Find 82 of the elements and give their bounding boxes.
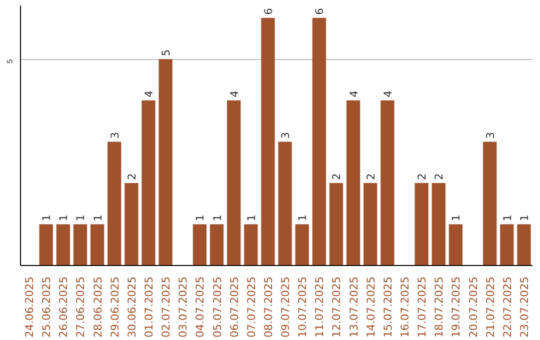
bar [192,224,207,266]
x-tick-label: 06.07.2025 [228,276,241,338]
x-tick-label: 09.07.2025 [279,276,292,338]
data-label: 6 [262,8,275,15]
data-label: 5 [160,49,173,56]
x-tick-label: 08.07.2025 [262,276,275,338]
bar [278,142,292,266]
bar [380,100,394,266]
data-label: 1 [210,214,224,222]
x-tick-label: 02.07.2025 [160,276,173,338]
bar [210,224,224,266]
bar [261,18,275,266]
bar [517,224,531,266]
x-tick-label: 01.07.2025 [142,276,156,338]
data-label: 4 [381,90,394,98]
x-tick-label: 20.07.2025 [466,276,480,338]
x-tick-label: 23.07.2025 [518,276,531,338]
data-label: 1 [40,214,54,222]
bar [329,182,344,266]
bar [244,224,258,266]
x-tick-label: 28.06.2025 [91,276,104,338]
data-label: 2 [416,173,429,180]
bar [227,100,241,266]
x-tick-label: 29.06.2025 [108,276,122,338]
bar [39,224,53,266]
x-tick-label: 19.07.2025 [450,276,463,338]
x-tick-label: 21.07.2025 [484,276,497,338]
data-label: 1 [500,214,514,222]
bar [312,18,326,266]
bar [500,224,514,266]
data-label: 1 [518,214,531,222]
x-tick-label: 04.07.2025 [194,276,207,338]
x-tick-label: 11.07.2025 [313,276,326,338]
bar [108,142,122,266]
x-tick-label: 16.07.2025 [398,276,412,338]
data-label: 4 [347,90,360,98]
bar [295,224,309,266]
data-label: 1 [57,214,70,222]
bar [90,224,104,266]
data-label: 1 [244,214,258,222]
bar [483,142,497,266]
bar [364,182,378,266]
x-tick-label: 25.06.2025 [40,276,54,338]
bar [414,182,428,266]
data-label: 2 [125,173,138,180]
x-tick-label: 30.06.2025 [125,276,138,338]
data-label: 3 [484,132,497,139]
data-label: 2 [364,173,378,180]
x-tick-label: 18.07.2025 [432,276,446,338]
bar [346,100,360,266]
data-label: 1 [74,214,88,222]
x-tick-label: 26.06.2025 [57,276,70,338]
data-label: 6 [313,8,326,15]
bar [432,182,446,266]
x-tick-label: 12.07.2025 [330,276,344,338]
bar [56,224,70,266]
data-label: 3 [279,132,292,139]
x-tick-label: 10.07.2025 [296,276,310,338]
data-label: 2 [432,173,446,180]
data-label: 4 [142,90,156,98]
bar [73,224,88,266]
x-tick-label: 22.07.2025 [500,276,514,338]
data-label: 1 [91,214,104,222]
data-label: 1 [194,214,207,222]
bar [142,100,156,266]
data-label: 1 [450,214,463,222]
data-label: 4 [228,90,241,98]
x-tick-label: 17.07.2025 [416,276,429,338]
x-tick-label: 07.07.2025 [244,276,258,338]
x-tick-label: 24.06.2025 [23,276,36,338]
bar [448,224,463,266]
data-label: 1 [296,214,310,222]
x-tick-label: 03.07.2025 [176,276,190,338]
x-tick-label: 15.07.2025 [381,276,394,338]
x-tick-label: 13.07.2025 [347,276,360,338]
x-tick-label: 14.07.2025 [364,276,378,338]
x-tick-label: 27.06.2025 [74,276,88,338]
data-label: 2 [330,173,344,180]
x-tick-label: 05.07.2025 [210,276,224,338]
bar [124,182,138,266]
data-label: 3 [108,132,122,139]
bar [158,59,172,266]
